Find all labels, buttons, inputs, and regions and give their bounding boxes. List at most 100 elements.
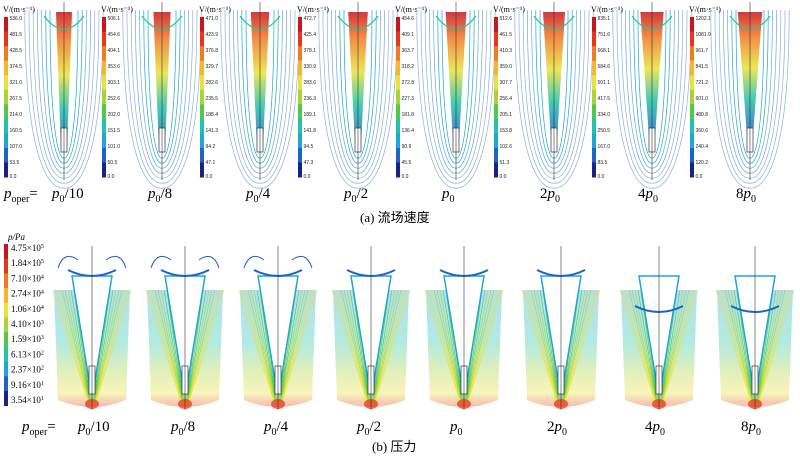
velocity-scale-tick: 601.0 [696,96,709,102]
pressure-legend-value: 9.16×101 [11,380,44,390]
velocity-colorbar-segment [494,75,498,91]
velocity-colorbar-segment [4,31,8,47]
velocity-scale-tick: 136.4 [402,128,415,134]
streamline [126,9,198,184]
velocity-scale-tick: 1202.1 [696,16,712,22]
velocity-colorbar-segment [4,75,8,91]
velocity-scale-tick: 428.5 [10,48,23,54]
velocity-frame-label: p0/10 [51,186,84,205]
velocity-field [122,2,202,189]
velocity-scale-tick: 50.5 [108,160,118,166]
velocity-scale-tick: 227.3 [402,96,415,102]
streamline [28,9,100,184]
velocity-colorbar-segment [592,75,596,91]
velocity-scale-tick: 160.5 [10,128,23,134]
velocity-unit-label: V/(m·s⁻¹) [101,5,133,14]
pressure-frame-label: p0 [449,419,463,438]
velocity-scale-tick: 141.8 [304,128,317,134]
velocity-scale-tick: 45.5 [402,160,412,166]
velocity-scale-tick: 584.6 [598,64,611,70]
velocity-colorbar-segment [4,147,8,163]
velocity-scale-tick: 153.8 [500,128,513,134]
velocity-colorbar-segment [4,118,8,134]
velocity-colorbar-segment [200,60,204,76]
velocity-colorbar-segment [102,17,106,33]
velocity-field [318,2,398,189]
streamline [122,9,202,189]
pressure-frame-label: 4p0 [645,419,665,438]
velocity-scale-tick: 330.9 [304,64,317,70]
pressure-frame-6: 2p0 [521,246,601,438]
streamline [318,9,398,189]
velocity-colorbar-segment [396,17,400,33]
velocity-oper-label: poper= [3,186,38,205]
velocity-colorbar-segment [102,89,106,105]
pressure-colorbar-segment [4,258,8,274]
velocity-scale-tick: 0.0 [108,174,115,180]
caption-a: (a) 流场速度 [360,210,430,225]
velocity-colorbar-segment [4,162,8,178]
velocity-scale-tick: 374.5 [10,64,23,70]
pressure-legend: p/Pa4.75×105 1.84×105 7.10×104 2.74×104 1.06… [4,232,44,406]
velocity-scale-tick: 461.5 [500,32,513,38]
velocity-scale-tick: 181.8 [402,112,415,118]
velocity-field [416,2,496,189]
streamline [24,9,104,189]
velocity-unit-label: V/(m·s⁻¹) [689,5,721,14]
velocity-colorbar-segment [592,118,596,134]
pressure-colorbar-segment [4,332,8,348]
velocity-scale-tick: 961.7 [696,48,709,54]
velocity-scale-tick: 321.0 [10,80,23,86]
velocity-colorbar-segment [690,162,694,178]
pressure-frame-label: p0/2 [356,419,381,438]
pressure-frame-7: 4p0 [619,246,699,438]
vortex-contour [150,255,172,269]
velocity-scale-tick: 188.4 [206,112,219,118]
velocity-colorbar-segment [592,133,596,149]
vortex-contour [243,255,265,269]
pressure-colorbar-segment [4,361,8,377]
velocity-scale-tick: 329.7 [206,64,219,70]
velocity-colorbar-segment [4,89,8,105]
pressure-frame-label: 2p0 [547,419,567,438]
streamline [224,9,296,184]
velocity-scale-tick: 202.0 [108,112,121,118]
velocity-scale-tick: 51.3 [500,160,510,166]
velocity-scale-tick: 307.7 [500,80,513,86]
velocity-scale-tick: 0.0 [206,174,213,180]
velocity-colorbar-segment [4,46,8,62]
velocity-colorbar-segment [4,104,8,120]
streamline [420,9,492,184]
velocity-scale-tick: 506.1 [108,16,121,22]
velocity-scale-tick: 141.3 [206,128,219,134]
velocity-scale-tick: 668.1 [598,48,611,54]
velocity-colorbar-segment [102,75,106,91]
streamline [612,9,692,189]
pressure-colorbar-segment [4,288,8,304]
velocity-scale-tick: 94.5 [304,144,314,150]
vortex-contour [105,255,127,269]
streamline [710,9,790,189]
streamline [220,9,300,189]
velocity-scale-tick: 721.2 [696,80,709,86]
velocity-scale-tick: 240.4 [696,144,709,150]
velocity-colorbar-segment [298,60,302,76]
velocity-colorbar-segment [396,31,400,47]
velocity-colorbar-segment [102,31,106,47]
velocity-field [220,2,300,189]
streamline [714,9,786,184]
velocity-colorbar-segment [4,17,8,33]
velocity-colorbar-segment [396,162,400,178]
velocity-colorbar-segment [690,60,694,76]
velocity-colorbar-segment [396,46,400,62]
velocity-scale-tick: 472.7 [304,16,317,22]
pressure-frame-5: p0 [424,246,504,438]
velocity-colorbar-segment [592,104,596,120]
pressure-unit-label: p/Pa [7,232,25,242]
streamline [514,9,594,189]
velocity-colorbar-segment [396,118,400,134]
streamline [616,9,688,184]
velocity-scale-tick: 409.1 [402,32,415,38]
velocity-scale-tick: 334.0 [598,112,611,118]
